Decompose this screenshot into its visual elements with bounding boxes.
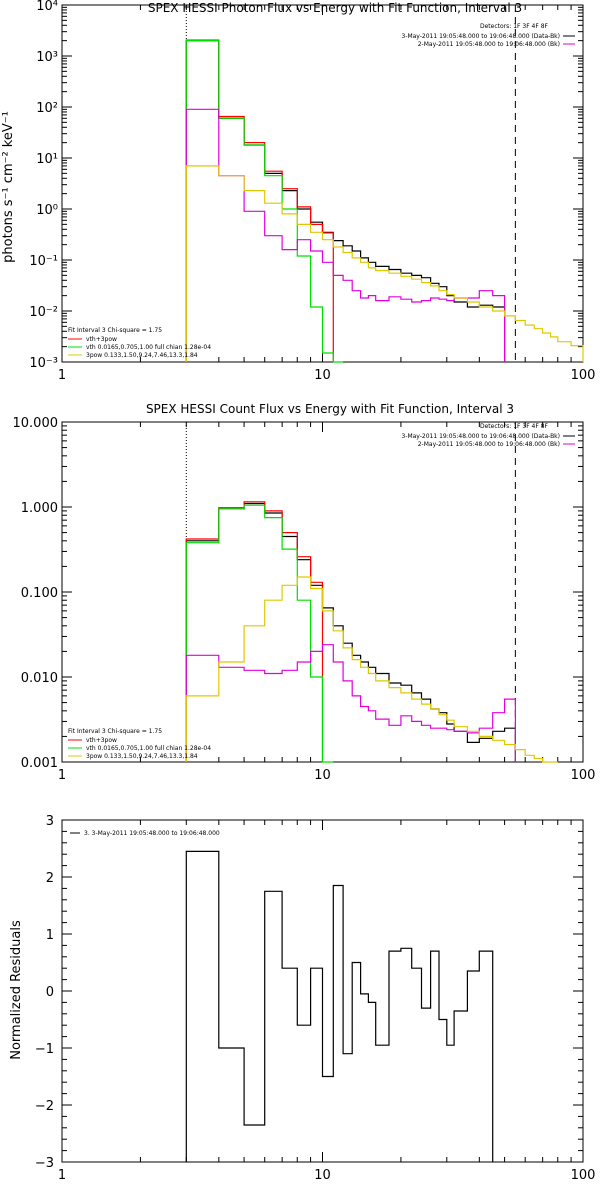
photon-flux-legend-right: Detectors: 1F 3F 4F 8F 3-May-2011 19:05:… — [401, 23, 575, 48]
residuals-ylabel: Normalized Residuals — [9, 920, 24, 1060]
photon-flux-y-tick-label: 10⁻² — [29, 305, 58, 320]
count-flux-panel: SPEX HESSI Count Flux vs Energy with Fit… — [13, 402, 596, 783]
photon-flux-fit-label: Fit Interval 3 Chi-square = 1.75 — [68, 327, 162, 334]
photon-flux-x-tick-label: 10 — [314, 368, 331, 383]
photon-flux-ylabel: photons s⁻¹ cm⁻² keV⁻¹ — [1, 111, 16, 263]
count-flux-series-green — [185, 504, 334, 763]
count-flux-series-layer — [185, 501, 558, 763]
count-flux-legend-bk: 2-May-2011 19:05:48.000 to 19:06:48.000 … — [418, 441, 560, 448]
residuals-y-tick-label: 3 — [46, 814, 54, 829]
count-flux-axes: 1 10 100 0.001 0.010 0.100 1.000 10.000 — [13, 416, 596, 783]
count-flux-legend-detectors: Detectors: 1F 3F 4F 8F — [480, 423, 549, 430]
count-flux-x-tick-label: 100 — [571, 768, 596, 783]
count-flux-y-tick-label: 10.000 — [13, 416, 59, 431]
residuals-panel: Normalized Residuals 1 10 100 −3 −2 −1 0 1 2 3 3.… — [9, 814, 595, 1183]
photon-flux-series-yellow — [185, 165, 584, 362]
photon-flux-y-tick-label: 10⁴ — [36, 0, 58, 14]
photon-flux-y-tick-label: 10⁰ — [36, 203, 58, 218]
residuals-y-tick-label: −1 — [35, 1042, 54, 1057]
photon-flux-y-tick-label: 10⁻¹ — [29, 254, 58, 269]
photon-flux-series-red — [185, 39, 334, 362]
photon-flux-y-tick-label: 10⁻³ — [29, 356, 58, 371]
count-flux-series-black — [185, 502, 516, 762]
photon-flux-series-layer — [185, 39, 584, 363]
count-flux-x-tick-label: 1 — [58, 768, 66, 783]
residuals-x-tick-label: 1 — [58, 1168, 66, 1183]
count-flux-y-tick-label: 0.100 — [21, 586, 58, 601]
residuals-legend: 3. 3-May-2011 19:05:48.000 to 19:06:48.0… — [70, 830, 220, 837]
residuals-y-tick-label: 1 — [46, 928, 54, 943]
photon-flux-y-tick-label: 10¹ — [36, 152, 58, 167]
count-flux-y-tick-label: 0.001 — [21, 756, 58, 771]
count-flux-series-yellow — [185, 576, 558, 763]
photon-flux-legend-detectors: Detectors: 1F 3F 4F 8F — [480, 23, 549, 30]
photon-flux-fit-3pow: 3pow 0.133,1.50,9.24,7.46,13.3,1.84 — [86, 352, 198, 359]
count-flux-y-tick-label: 0.010 — [21, 671, 58, 686]
photon-flux-x-tick-label: 100 — [571, 368, 596, 383]
photon-flux-fit-vth: vth 0.0165,0.705,1.00 full chian 1.28e-0… — [86, 344, 211, 351]
photon-flux-x-tick-label: 1 — [58, 368, 66, 383]
count-flux-title: SPEX HESSI Count Flux vs Energy with Fit… — [146, 402, 514, 416]
residuals-legend-text: 3. 3-May-2011 19:05:48.000 to 19:06:48.0… — [84, 830, 220, 837]
residuals-y-tick-label: 2 — [46, 871, 54, 886]
count-flux-x-tick-label: 10 — [314, 768, 331, 783]
photon-flux-legend-data: 3-May-2011 19:05:48.000 to 19:06:48.000 … — [401, 33, 560, 40]
photon-flux-axes: 1 10 100 10⁻³ 10⁻² 10⁻¹ 10⁰ 10¹ 10² 10³ 10⁴ — [29, 0, 595, 383]
count-flux-fit-total: vth+3pow — [86, 737, 117, 744]
residuals-series-black — [185, 850, 494, 1162]
residuals-y-tick-label: −2 — [35, 1099, 54, 1114]
residuals-y-tick-label: −3 — [35, 1156, 54, 1171]
count-flux-fit-label: Fit Interval 3 Chi-square = 1.75 — [68, 728, 162, 735]
residuals-x-tick-label: 100 — [571, 1168, 596, 1183]
photon-flux-series-black — [185, 40, 506, 362]
count-flux-fit-vth: vth 0.0165,0.705,1.00 full chian 1.28e-0… — [86, 745, 211, 752]
residuals-axes: 1 10 100 −3 −2 −1 0 1 2 3 — [35, 814, 596, 1183]
count-flux-legend-left: Fit Interval 3 Chi-square = 1.75 vth+3po… — [68, 728, 211, 760]
residuals-x-tick-label: 10 — [314, 1168, 331, 1183]
photon-flux-y-tick-label: 10² — [36, 101, 58, 116]
photon-flux-panel: SPEX HESSI Photon Flux vs Energy with Fi… — [1, 0, 595, 383]
count-flux-fit-3pow: 3pow 0.133,1.50,9.24,7.46,13.3,1.84 — [86, 753, 198, 760]
residuals-series-layer — [185, 850, 494, 1162]
photon-flux-legend-left: Fit Interval 3 Chi-square = 1.75 vth+3po… — [68, 327, 211, 359]
photon-flux-series-magenta — [185, 108, 506, 362]
residuals-y-tick-label: 0 — [46, 985, 54, 1000]
count-flux-legend-right: Detectors: 1F 3F 4F 8F 3-May-2011 19:05:… — [401, 423, 575, 448]
photon-flux-title: SPEX HESSI Photon Flux vs Energy with Fi… — [148, 1, 522, 15]
photon-flux-fit-total: vth+3pow — [86, 336, 117, 343]
count-flux-y-tick-label: 1.000 — [21, 501, 58, 516]
count-flux-legend-data: 3-May-2011 19:05:48.000 to 19:06:48.000 … — [401, 433, 560, 440]
photon-flux-y-tick-label: 10³ — [36, 50, 58, 65]
photon-flux-legend-bk: 2-May-2011 19:05:48.000 to 19:06:48.000 … — [418, 41, 560, 48]
